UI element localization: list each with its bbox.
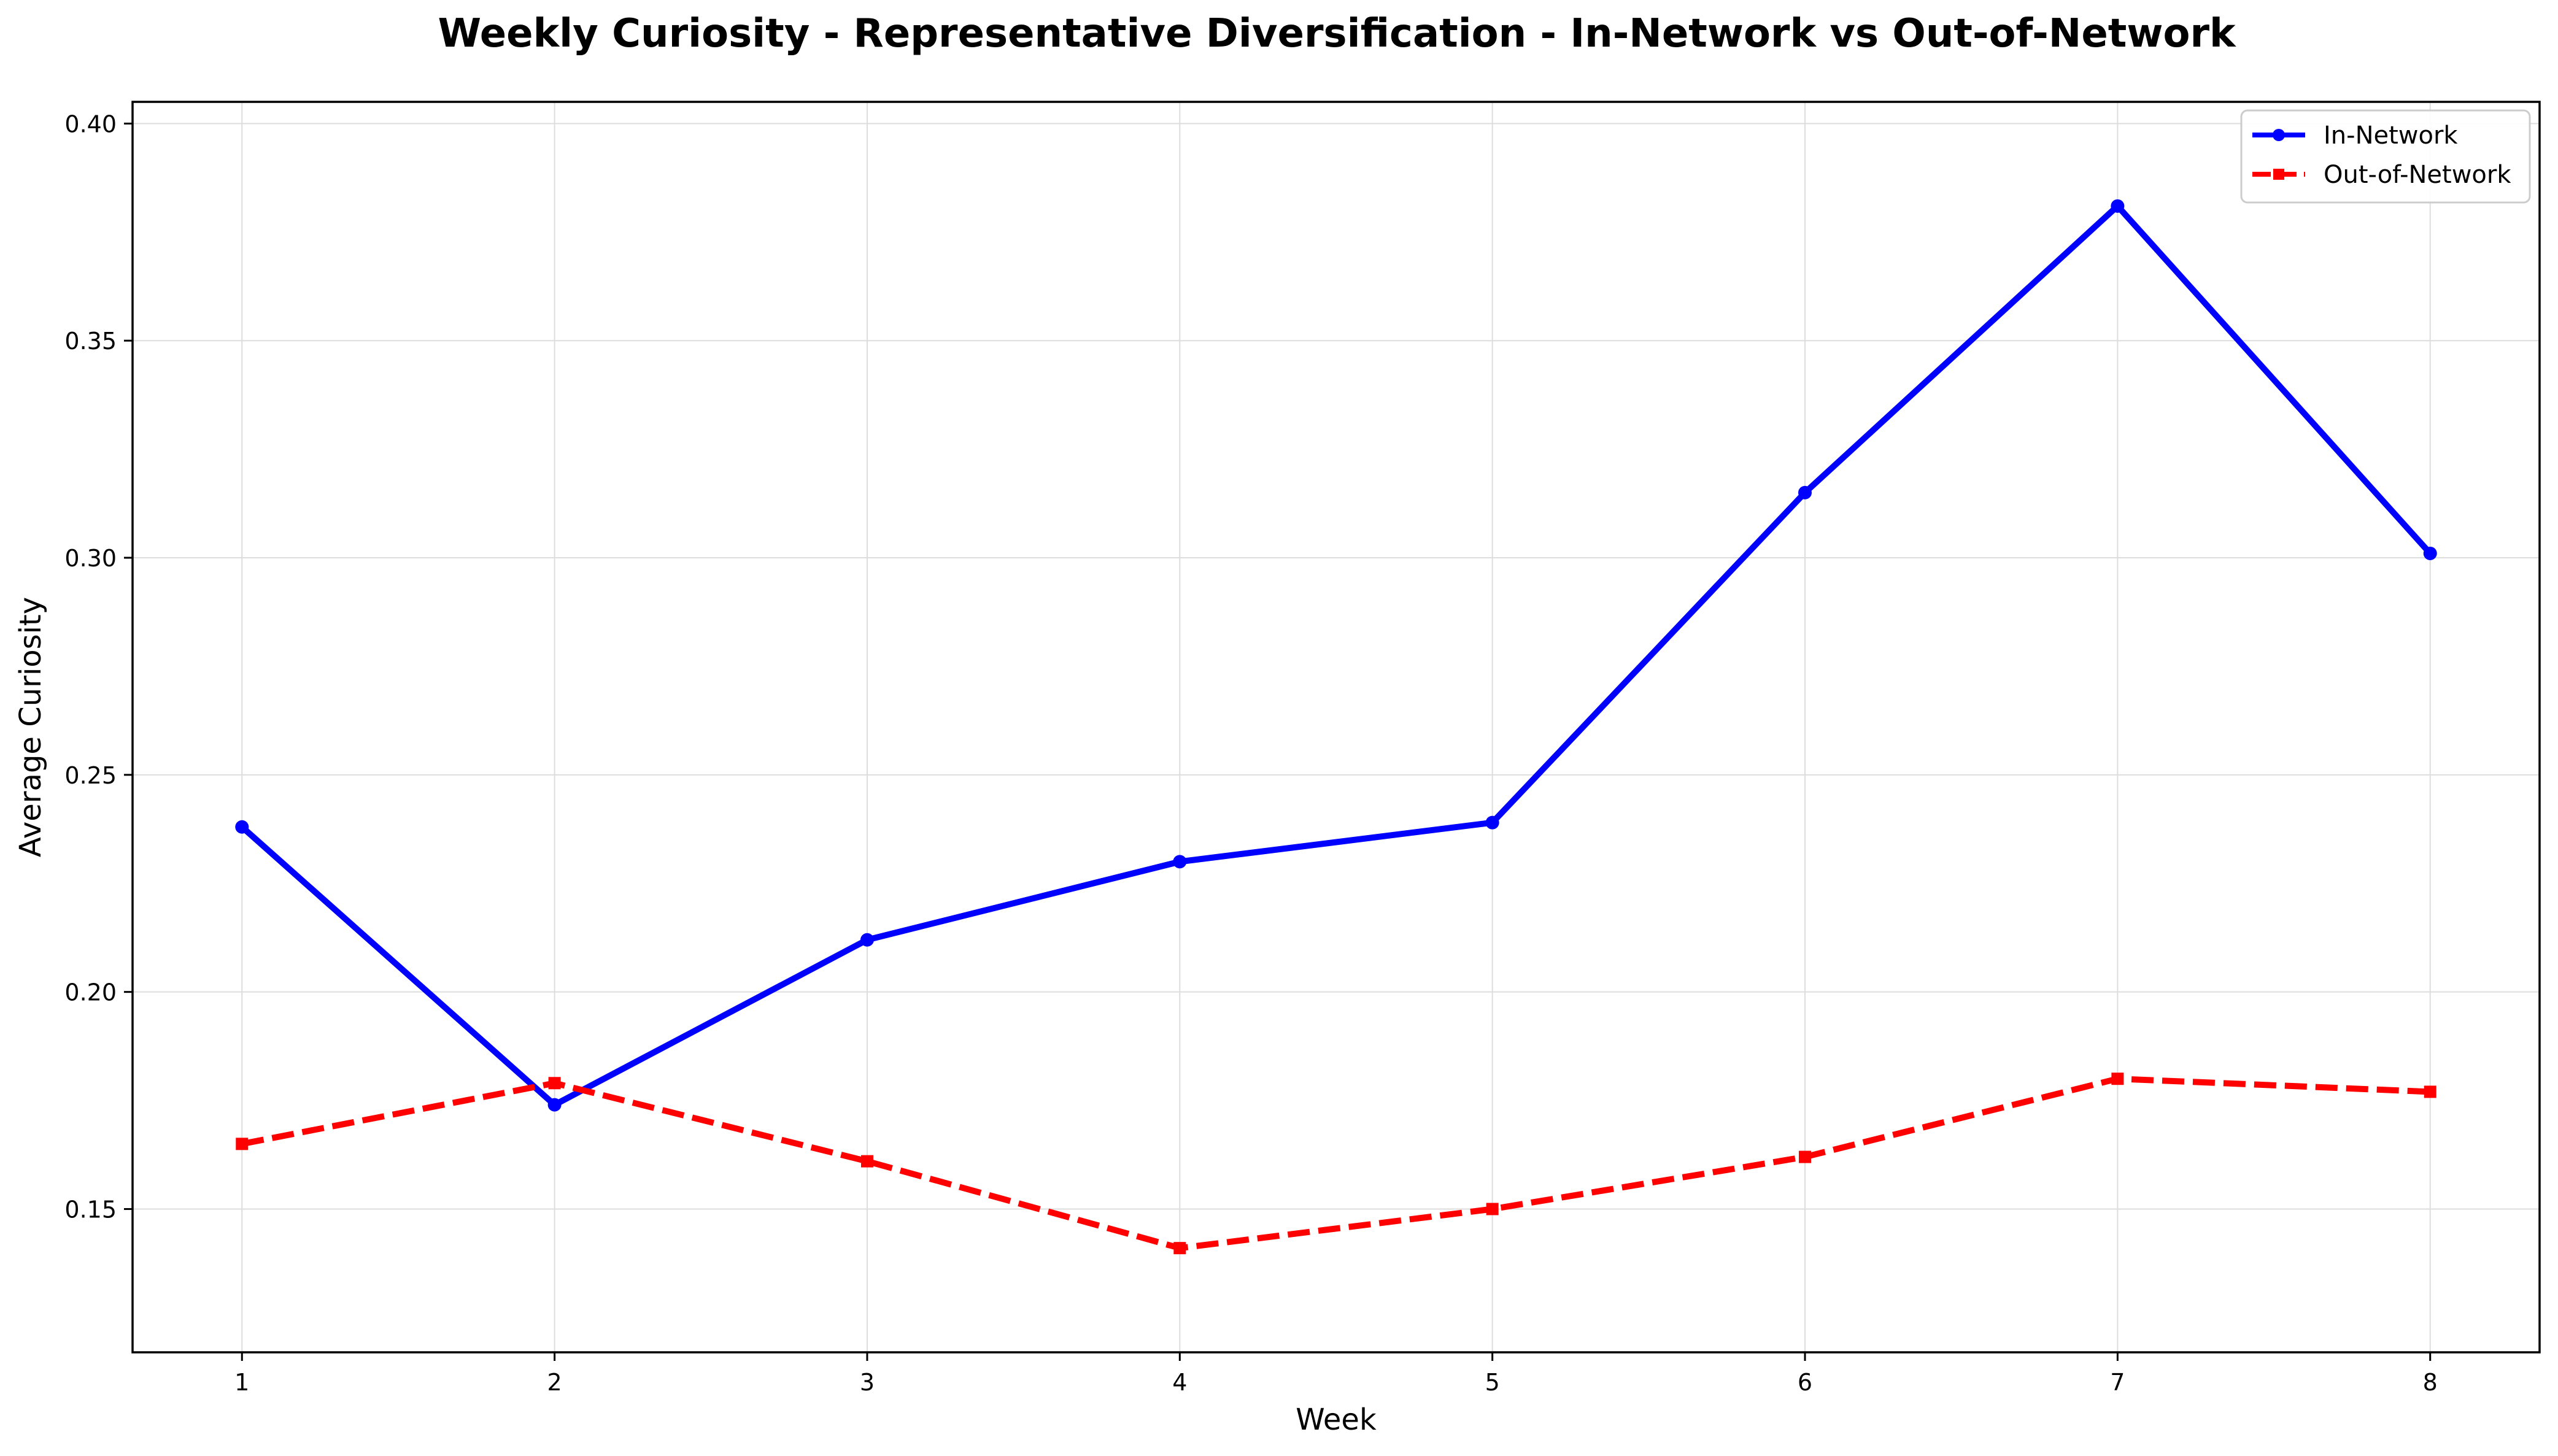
data-point-out-of-network — [1799, 1150, 1812, 1163]
x-tick-label: 3 — [860, 1369, 875, 1396]
data-point-out-of-network — [860, 1155, 873, 1168]
x-tick-label: 6 — [1798, 1369, 1812, 1396]
data-point-out-of-network — [2111, 1073, 2124, 1085]
data-point-out-of-network — [1486, 1203, 1499, 1215]
legend: In-Network Out-of-Network — [2240, 109, 2531, 204]
x-tick-label: 4 — [1172, 1369, 1187, 1396]
y-tick-label: 0.35 — [64, 328, 117, 355]
data-point-in-network — [1485, 815, 1499, 830]
data-point-in-network — [860, 933, 874, 947]
data-point-in-network — [547, 1098, 562, 1112]
y-tick-label: 0.25 — [64, 762, 117, 789]
data-point-in-network — [235, 820, 249, 834]
x-axis-label: Week — [1296, 1403, 1377, 1437]
y-tick-label: 0.40 — [64, 110, 117, 137]
y-tick-label: 0.20 — [64, 979, 117, 1006]
grid-lines — [133, 102, 2540, 1352]
x-tick-label: 8 — [2423, 1369, 2438, 1396]
plot-frame — [131, 101, 2541, 1354]
chart-title: Weekly Curiosity - Representative Divers… — [438, 11, 2236, 56]
legend-box — [2240, 109, 2531, 204]
axis-ticks: 1 2 3 4 5 6 7 8 0.15 0.20 0.25 0.30 0.35 0.40 — [64, 110, 2437, 1396]
y-tick-label: 0.30 — [64, 545, 117, 572]
data-point-in-network — [1798, 485, 1812, 499]
data-point-out-of-network — [548, 1077, 561, 1090]
legend-marker-in-network — [2273, 129, 2285, 141]
x-tick-label: 7 — [2110, 1369, 2125, 1396]
legend-label-out-of-network: Out-of-Network — [2324, 161, 2511, 189]
x-tick-label: 1 — [234, 1369, 249, 1396]
legend-marker-out-of-network — [2273, 169, 2284, 180]
legend-label-in-network: In-Network — [2324, 121, 2458, 150]
x-tick-label: 5 — [1485, 1369, 1500, 1396]
data-point-out-of-network — [1173, 1242, 1186, 1255]
data-point-in-network — [2111, 199, 2125, 213]
y-tick-label: 0.15 — [64, 1196, 117, 1223]
data-point-in-network — [2423, 546, 2437, 560]
series-line-in-network — [239, 202, 2433, 1108]
data-point-in-network — [1173, 855, 1187, 869]
series-layer — [235, 199, 2437, 1255]
x-tick-label: 2 — [547, 1369, 562, 1396]
y-axis-label: Average Curiosity — [14, 597, 48, 857]
data-point-out-of-network — [236, 1138, 249, 1150]
series-line-out-of-network — [241, 1076, 2430, 1252]
data-point-out-of-network — [2424, 1085, 2436, 1098]
